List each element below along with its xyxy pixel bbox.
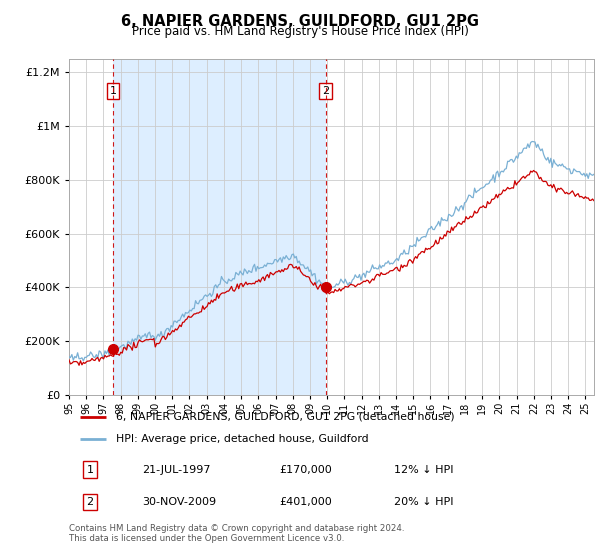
Text: Contains HM Land Registry data © Crown copyright and database right 2024.
This d: Contains HM Land Registry data © Crown c… — [69, 524, 404, 543]
Text: 21-JUL-1997: 21-JUL-1997 — [143, 465, 211, 475]
Text: 1: 1 — [109, 86, 116, 96]
Text: 20% ↓ HPI: 20% ↓ HPI — [395, 497, 454, 507]
Text: 12% ↓ HPI: 12% ↓ HPI — [395, 465, 454, 475]
Text: 2: 2 — [322, 86, 329, 96]
Text: Price paid vs. HM Land Registry's House Price Index (HPI): Price paid vs. HM Land Registry's House … — [131, 25, 469, 38]
Text: HPI: Average price, detached house, Guildford: HPI: Average price, detached house, Guil… — [116, 434, 369, 444]
Text: £401,000: £401,000 — [279, 497, 332, 507]
Bar — [113, 59, 326, 395]
Text: 6, NAPIER GARDENS, GUILDFORD, GU1 2PG (detached house): 6, NAPIER GARDENS, GUILDFORD, GU1 2PG (d… — [116, 412, 455, 422]
Text: 6, NAPIER GARDENS, GUILDFORD, GU1 2PG: 6, NAPIER GARDENS, GUILDFORD, GU1 2PG — [121, 14, 479, 29]
Text: 2: 2 — [86, 497, 94, 507]
Text: 1: 1 — [86, 465, 94, 475]
Text: 30-NOV-2009: 30-NOV-2009 — [143, 497, 217, 507]
Text: £170,000: £170,000 — [279, 465, 332, 475]
